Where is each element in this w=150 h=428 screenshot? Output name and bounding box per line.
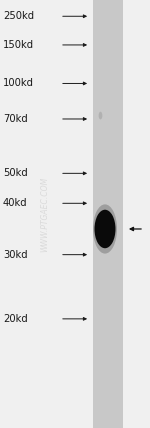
Ellipse shape — [94, 210, 116, 248]
Text: 250kd: 250kd — [3, 11, 34, 21]
Ellipse shape — [93, 205, 117, 253]
Text: 100kd: 100kd — [3, 78, 34, 89]
Text: WWW.PTGAEC.COM: WWW.PTGAEC.COM — [40, 176, 50, 252]
Text: 50kd: 50kd — [3, 168, 28, 178]
Ellipse shape — [99, 112, 102, 119]
Text: 150kd: 150kd — [3, 40, 34, 50]
Bar — [93, 0, 123, 428]
Text: 70kd: 70kd — [3, 114, 28, 124]
Text: 40kd: 40kd — [3, 198, 28, 208]
Text: 20kd: 20kd — [3, 314, 28, 324]
Text: 30kd: 30kd — [3, 250, 28, 260]
